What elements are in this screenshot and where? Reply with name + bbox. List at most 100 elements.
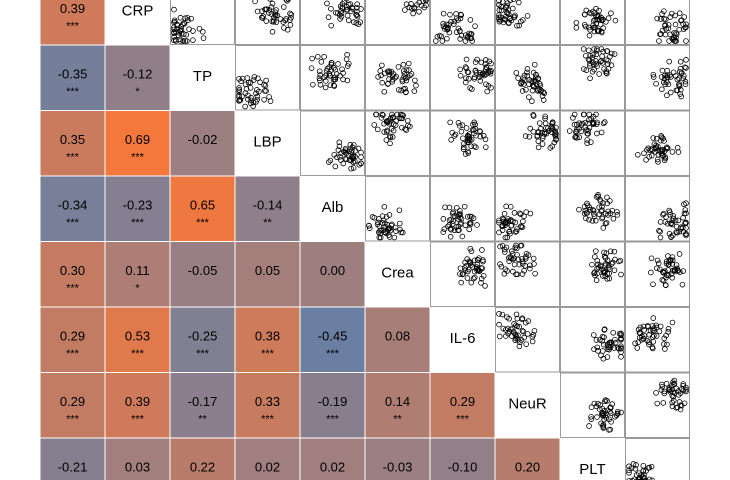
scatter-dot xyxy=(527,125,534,132)
scatter-dot xyxy=(611,51,618,57)
scatter-dot xyxy=(280,4,287,10)
scatter-dot xyxy=(672,21,679,28)
scatter-dot xyxy=(487,68,493,75)
scatter-dot xyxy=(502,234,509,241)
scatter-dot xyxy=(680,224,686,231)
scatter-dot xyxy=(591,211,597,217)
scatter-texture xyxy=(457,56,494,95)
scatter-dot xyxy=(590,119,596,126)
scatter-dot xyxy=(658,148,664,155)
scatter-dot xyxy=(676,10,683,17)
scatter-dot xyxy=(590,22,597,28)
significance-stars: *** xyxy=(456,413,470,425)
scatter-dot xyxy=(602,398,608,405)
scatter-texture xyxy=(513,61,548,105)
scatter-dot xyxy=(466,226,473,233)
correlation-value: -0.21 xyxy=(58,459,88,474)
correlation-value: 0.39 xyxy=(60,1,85,16)
scatter-dot xyxy=(518,18,524,25)
scatter-dot xyxy=(386,120,393,127)
scatter-dot xyxy=(379,111,386,118)
scatter-dot xyxy=(641,333,648,339)
scatter-dot xyxy=(604,270,610,277)
scatter-texture xyxy=(589,248,624,284)
scatter-dot xyxy=(659,152,666,159)
scatter-dot xyxy=(679,281,686,288)
correlation-cell xyxy=(104,372,171,439)
scatter-dot xyxy=(590,8,596,15)
scatter-dot xyxy=(552,132,558,138)
scatter-dot xyxy=(600,120,607,127)
scatter-dot xyxy=(376,234,383,241)
scatter-dot xyxy=(520,328,527,335)
correlation-value: 0.14 xyxy=(385,394,410,409)
significance-stars: * xyxy=(135,282,140,294)
correlation-cell xyxy=(299,372,366,439)
scatter-dot xyxy=(480,71,486,77)
scatter-dot xyxy=(571,121,578,128)
scatter-texture xyxy=(432,10,478,44)
scatter-texture xyxy=(496,311,538,350)
significance-stars: * xyxy=(135,86,140,98)
scatter-dot xyxy=(605,208,611,215)
correlation-cell xyxy=(104,306,171,373)
scatter-dot xyxy=(668,221,674,227)
scatter-panel xyxy=(625,438,690,480)
scatter-dot xyxy=(380,112,386,118)
scatter-dot xyxy=(606,346,612,353)
scatter-dot xyxy=(590,207,597,214)
scatter-dot xyxy=(483,81,489,88)
scatter-dot xyxy=(604,200,611,207)
scatter-dot xyxy=(471,119,478,126)
scatter-dot xyxy=(349,154,356,161)
scatter-dot xyxy=(381,203,388,210)
scatter-texture xyxy=(457,245,488,289)
correlation-value: 0.22 xyxy=(190,459,215,474)
significance-stars: *** xyxy=(66,86,80,98)
scatter-dot xyxy=(389,134,396,140)
scatter-dot xyxy=(177,38,184,44)
scatter-dot xyxy=(403,1,410,8)
scatter-dot xyxy=(531,328,538,334)
correlation-cell xyxy=(364,437,431,480)
scatter-dot xyxy=(640,474,646,480)
scatter-dot xyxy=(416,8,422,15)
correlation-cell xyxy=(104,437,171,480)
scatter-panel xyxy=(625,307,690,373)
scatter-dot xyxy=(462,265,468,271)
scatter-dot xyxy=(611,248,618,255)
scatter-dot xyxy=(341,148,347,155)
scatter-dot xyxy=(658,137,664,144)
correlation-value: 0.39 xyxy=(125,394,150,409)
scatter-dot xyxy=(511,14,518,20)
correlation-value: -0.23 xyxy=(123,197,153,212)
scatter-dot xyxy=(465,136,472,143)
scatter-dot xyxy=(641,150,647,157)
scatter-dot xyxy=(394,111,400,118)
scatter-dot xyxy=(504,218,511,224)
scatter-dot xyxy=(465,69,472,76)
scatter-dot xyxy=(501,210,508,217)
scatter-dot xyxy=(336,139,343,146)
scatter-dot xyxy=(497,261,503,267)
scatter-dot xyxy=(483,64,489,70)
scatter-dot xyxy=(672,267,678,273)
scatter-dot xyxy=(670,393,677,400)
scatter-dot xyxy=(525,318,532,324)
scatter-dot xyxy=(661,388,668,395)
scatter-dot xyxy=(614,410,621,417)
variable-label: TP xyxy=(193,68,212,85)
scatter-dot xyxy=(653,80,659,87)
scatter-dot xyxy=(236,76,242,82)
scatter-dot xyxy=(171,6,177,13)
scatter-dot xyxy=(466,75,472,82)
scatter-dot xyxy=(402,85,408,92)
scatter-panel xyxy=(430,176,495,242)
scatter-dot xyxy=(671,377,678,384)
scatter-dot xyxy=(273,19,280,25)
scatter-dot xyxy=(671,381,677,387)
scatter-dot xyxy=(594,344,601,351)
variable-label: NeuR xyxy=(508,395,547,412)
scatter-dot xyxy=(376,216,382,222)
scatter-dot xyxy=(402,7,408,13)
